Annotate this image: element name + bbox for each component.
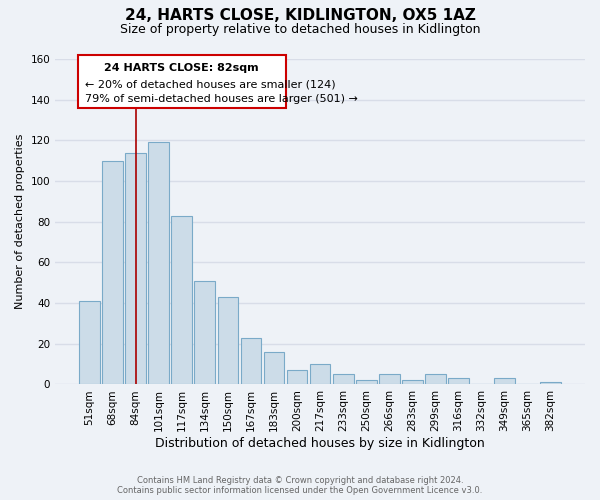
Text: 24, HARTS CLOSE, KIDLINGTON, OX5 1AZ: 24, HARTS CLOSE, KIDLINGTON, OX5 1AZ — [125, 8, 475, 22]
Text: 24 HARTS CLOSE: 82sqm: 24 HARTS CLOSE: 82sqm — [104, 63, 259, 73]
Bar — [356, 380, 377, 384]
Text: Contains HM Land Registry data © Crown copyright and database right 2024.
Contai: Contains HM Land Registry data © Crown c… — [118, 476, 482, 495]
Bar — [402, 380, 422, 384]
Bar — [194, 280, 215, 384]
Bar — [148, 142, 169, 384]
Bar — [172, 216, 192, 384]
Text: 79% of semi-detached houses are larger (501) →: 79% of semi-detached houses are larger (… — [85, 94, 358, 104]
Y-axis label: Number of detached properties: Number of detached properties — [15, 134, 25, 310]
Text: Size of property relative to detached houses in Kidlington: Size of property relative to detached ho… — [120, 22, 480, 36]
Bar — [218, 297, 238, 384]
Bar — [494, 378, 515, 384]
X-axis label: Distribution of detached houses by size in Kidlington: Distribution of detached houses by size … — [155, 437, 485, 450]
Bar — [333, 374, 353, 384]
Bar — [287, 370, 307, 384]
Bar — [79, 301, 100, 384]
Bar — [379, 374, 400, 384]
Bar — [310, 364, 331, 384]
Bar — [241, 338, 262, 384]
Bar — [540, 382, 561, 384]
Text: ← 20% of detached houses are smaller (124): ← 20% of detached houses are smaller (12… — [85, 80, 335, 90]
Bar — [125, 152, 146, 384]
Bar — [102, 160, 123, 384]
Bar — [263, 352, 284, 384]
Bar — [448, 378, 469, 384]
FancyBboxPatch shape — [78, 55, 286, 108]
Bar — [425, 374, 446, 384]
